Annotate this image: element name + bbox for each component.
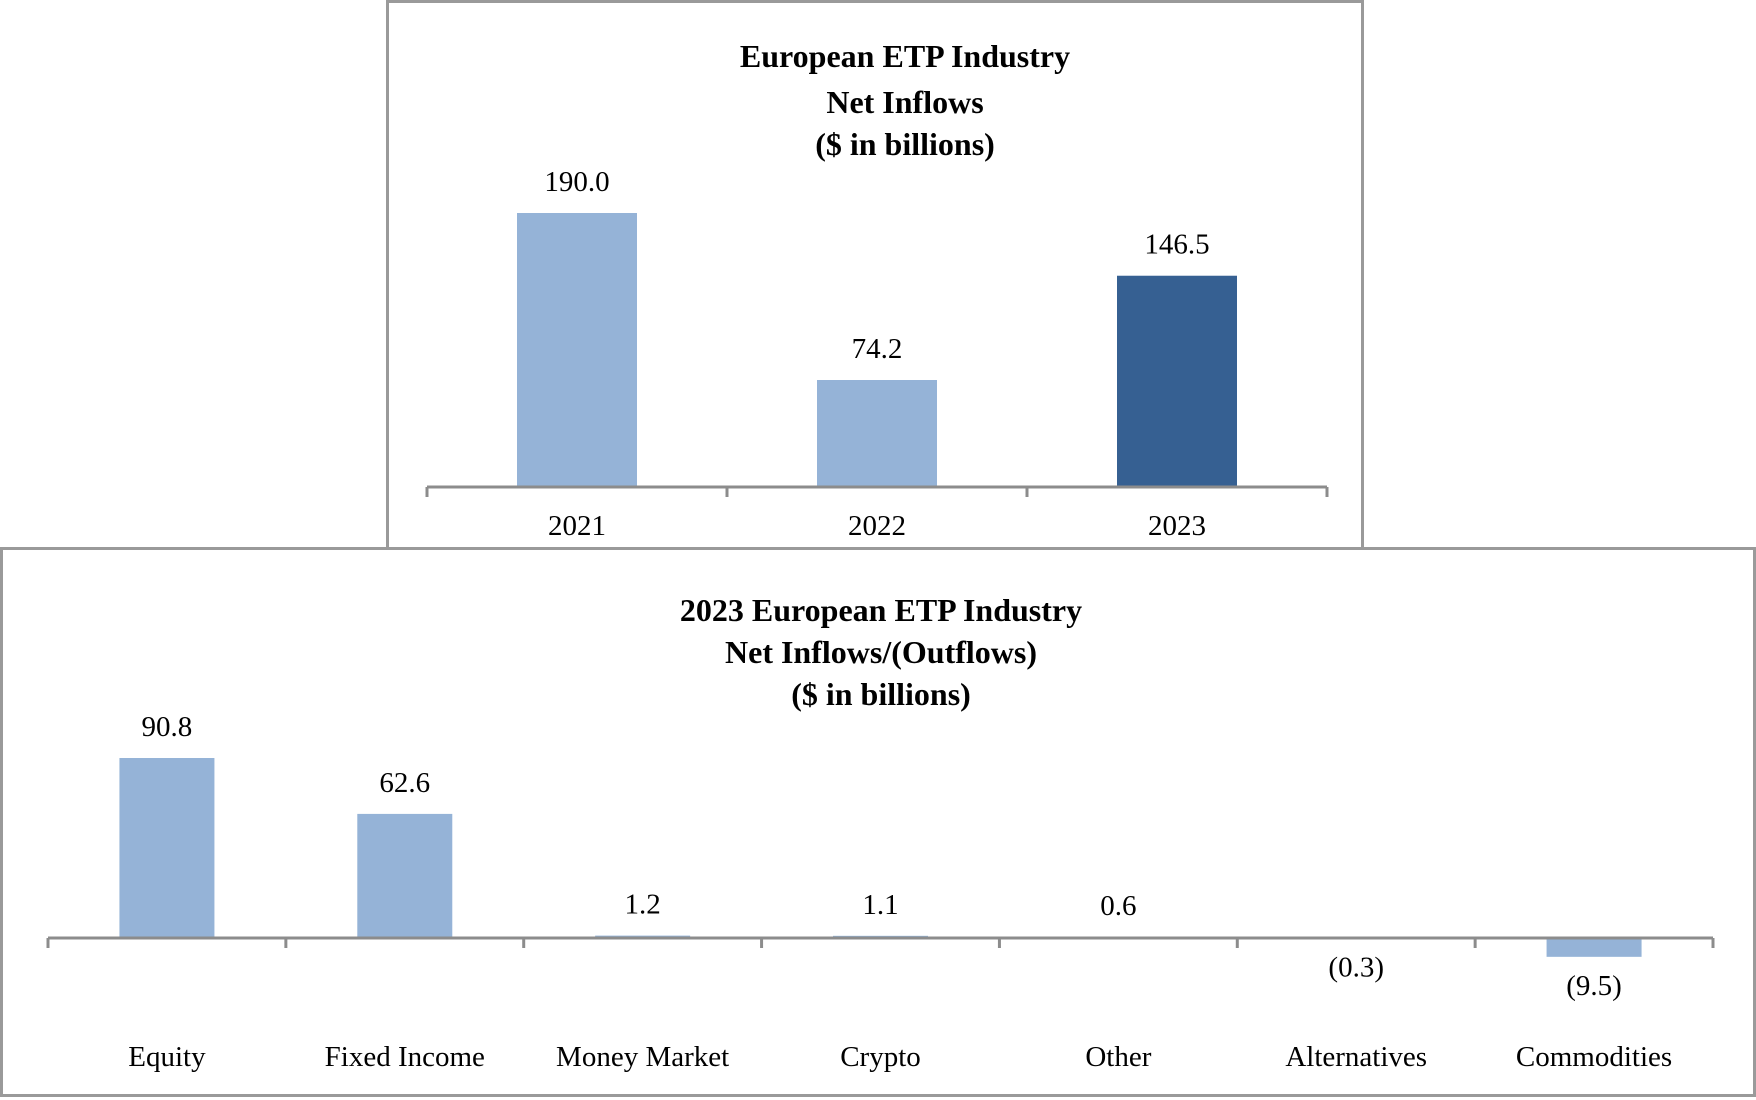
data-label-crypto: 1.1 — [862, 889, 898, 921]
chart-title-line-2: Net Inflows — [826, 84, 983, 120]
chart-title-line-2: Net Inflows/(Outflows) — [725, 634, 1037, 670]
net-inflows-chart-svg: European ETP Industry Net Inflows ($ in … — [425, 38, 1329, 542]
chart-title: European ETP Industry Net Inflows ($ in … — [740, 38, 1070, 162]
x-tick-label-fixed-income: Fixed Income — [325, 1041, 485, 1073]
bar-2022 — [817, 380, 937, 487]
bars-group — [119, 758, 1642, 957]
x-tick-label-equity: Equity — [128, 1041, 206, 1073]
x-tick-label-crypto: Crypto — [840, 1041, 921, 1073]
bar-2023 — [1117, 275, 1237, 487]
data-label-fixed-income: 62.6 — [379, 767, 430, 799]
x-axis — [46, 936, 1715, 948]
data-label-alternatives: (0.3) — [1328, 952, 1384, 984]
x-tick-label-alternatives: Alternatives — [1285, 1041, 1427, 1073]
x-tick-label-commodities: Commodities — [1516, 1041, 1672, 1073]
x-tick-label-2022: 2022 — [848, 510, 906, 542]
data-label-money-market: 1.2 — [625, 889, 661, 921]
chart-title-line-1: 2023 European ETP Industry — [680, 592, 1082, 628]
data-label-2022: 74.2 — [852, 333, 903, 365]
bar-2021 — [517, 213, 637, 487]
chart-title-line-1: European ETP Industry — [740, 38, 1070, 74]
data-label-other: 0.6 — [1100, 890, 1136, 922]
x-axis — [425, 485, 1329, 497]
bar-fixed-income — [357, 813, 453, 938]
data-label-equity: 90.8 — [142, 711, 193, 743]
category-flows-chart-svg: 2023 European ETP Industry Net Inflows/(… — [46, 592, 1715, 1073]
bars-group — [517, 213, 1237, 487]
x-tick-label-2023: 2023 — [1148, 510, 1206, 542]
data-label-2021: 190.0 — [544, 166, 609, 198]
labels-group: 90.8 Equity 62.6 Fixed Income 1.2 Money Marke… — [128, 711, 1672, 1073]
data-label-2023: 146.5 — [1144, 229, 1209, 261]
x-tick-label-money-market: Money Market — [556, 1041, 729, 1073]
category-flows-chart-panel: 2023 European ETP Industry Net Inflows/(… — [0, 547, 1756, 1097]
x-tick-label-2021: 2021 — [548, 510, 606, 542]
x-tick-label-other: Other — [1085, 1041, 1151, 1073]
bar-equity — [119, 758, 215, 938]
labels-group: 190.0 2021 74.2 2022 146.5 2023 — [544, 166, 1209, 542]
chart-title: 2023 European ETP Industry Net Inflows/(… — [680, 592, 1082, 712]
chart-title-line-3: ($ in billions) — [791, 676, 971, 712]
net-inflows-chart-panel: European ETP Industry Net Inflows ($ in … — [386, 0, 1364, 550]
bar-commodities — [1546, 938, 1642, 957]
data-label-commodities: (9.5) — [1566, 970, 1622, 1002]
chart-title-line-3: ($ in billions) — [815, 126, 995, 162]
